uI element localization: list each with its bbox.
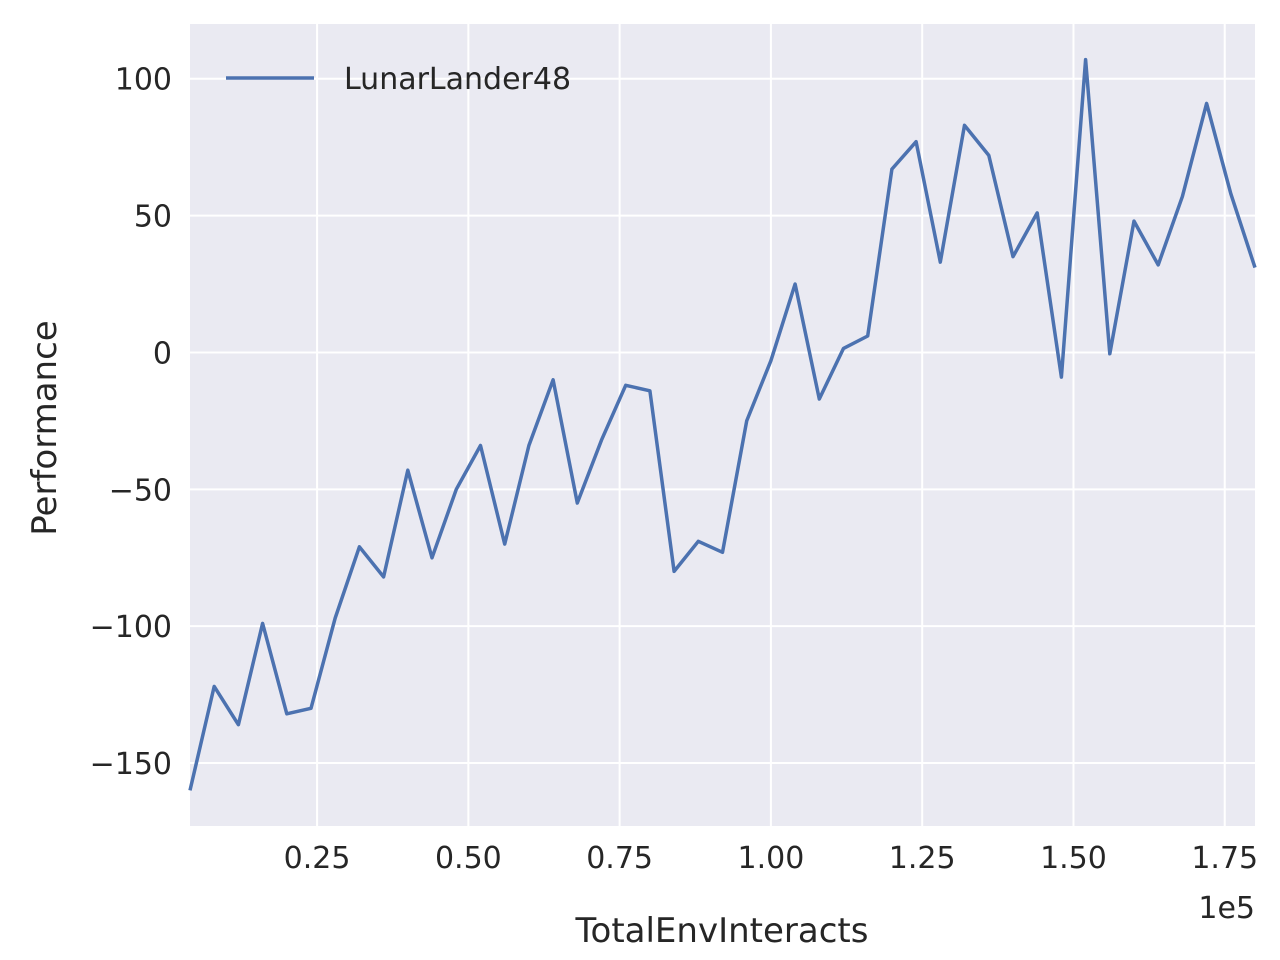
legend: LunarLander48 (226, 62, 571, 97)
plot-area (190, 24, 1255, 826)
y-tick-label: −100 (90, 610, 172, 645)
x-tick-label: 1.75 (1191, 841, 1258, 876)
y-tick-label: 50 (134, 200, 172, 235)
y-tick-label: 0 (153, 336, 172, 371)
y-axis-ticks: −150 −100 −50 0 50 100 (90, 63, 172, 782)
x-tick-label: 0.75 (586, 841, 653, 876)
y-axis-label: Performance (25, 320, 65, 535)
y-tick-label: −50 (109, 473, 172, 508)
x-tick-label: 1.25 (889, 841, 956, 876)
x-axis-label: TotalEnvInteracts (575, 911, 869, 951)
x-tick-label: 0.25 (284, 841, 351, 876)
x-tick-label: 1.50 (1040, 841, 1107, 876)
legend-label: LunarLander48 (344, 62, 571, 97)
x-tick-label: 1.00 (738, 841, 805, 876)
grid-lines (190, 24, 1255, 826)
series-line-0 (188, 57, 1257, 791)
x-axis-ticks: 0.25 0.50 0.75 1.00 1.25 1.50 1.75 (284, 841, 1258, 876)
y-tick-label: 100 (115, 63, 172, 98)
y-tick-label: −150 (90, 747, 172, 782)
x-tick-label: 0.50 (435, 841, 502, 876)
x-axis-offset-label: 1e5 (1198, 891, 1255, 926)
series-group (188, 57, 1257, 791)
